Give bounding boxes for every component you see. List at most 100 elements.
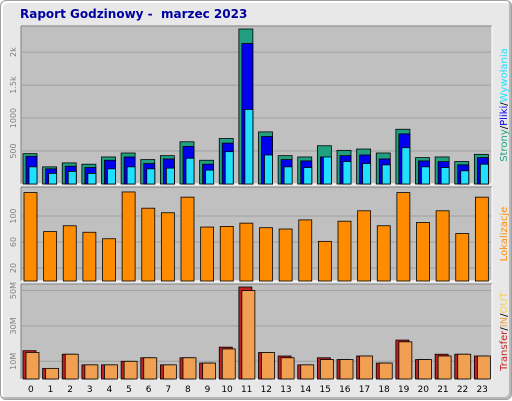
bar-lokalizacje-hour-19 xyxy=(396,192,411,282)
bar-lokalizacje-hour-2 xyxy=(62,225,77,282)
legend-label-lokalizacje: Lokalizacje xyxy=(499,207,510,262)
bar-in-hour-19 xyxy=(398,341,413,380)
bar-lokalizacje-hour-3 xyxy=(82,231,97,282)
legend-entry-sep: / xyxy=(499,313,510,317)
bar-in-hour-18 xyxy=(378,362,393,380)
bar-in-hour-14 xyxy=(300,364,315,380)
bar-lokalizacje-hour-11 xyxy=(239,222,254,282)
bar-wywolania-hour-12 xyxy=(264,154,273,185)
bar-in-hour-2 xyxy=(64,353,79,380)
legend-entry-sep: / xyxy=(499,125,510,129)
xtick-label-hour-1: 1 xyxy=(48,385,54,395)
bar-lokalizacje-hour-9 xyxy=(200,226,215,282)
bar-lokalizacje-hour-17 xyxy=(357,210,372,282)
legend-entry-sep: / xyxy=(499,102,510,106)
bar-lokalizacje-hour-20 xyxy=(416,222,430,282)
bar-lokalizacje-hour-21 xyxy=(435,210,450,282)
legend-entry-wywolania: Wywołania xyxy=(499,48,510,102)
xtick-label-hour-23: 23 xyxy=(476,385,487,395)
bar-in-hour-12 xyxy=(261,352,275,380)
chart-title: Raport Godzinowy - marzec 2023 xyxy=(20,7,248,21)
xtick-label-hour-3: 3 xyxy=(87,385,93,395)
legend-entry-pliki: Pliki xyxy=(499,106,510,126)
bar-wywolania-hour-8 xyxy=(185,157,195,185)
bar-in-hour-11 xyxy=(241,290,256,380)
ytick-label-strony-pliki-wywolania: 2k xyxy=(9,47,18,57)
xtick-label-hour-5: 5 xyxy=(126,385,132,395)
bar-lokalizacje-hour-13 xyxy=(278,228,293,282)
bar-in-hour-6 xyxy=(143,357,158,380)
xtick-label-hour-8: 8 xyxy=(185,385,191,395)
bar-lokalizacje-hour-22 xyxy=(455,233,470,282)
xtick-label-hour-13: 13 xyxy=(280,385,291,395)
plot-area-transfer xyxy=(21,284,492,379)
bar-lokalizacje-hour-14 xyxy=(298,219,313,282)
xtick-label-hour-21: 21 xyxy=(437,385,448,395)
xtick-label-hour-15: 15 xyxy=(319,385,330,395)
bar-wywolania-hour-7 xyxy=(165,167,175,185)
legend-entry-in: IN xyxy=(499,317,510,327)
plot-area-lokalizacje xyxy=(21,187,492,281)
bar-lokalizacje-hour-0 xyxy=(23,192,38,282)
legend-label-transfer: Transfer/IN/OUT xyxy=(499,291,510,372)
legend-entry-lokalizacje: Lokalizacje xyxy=(499,207,510,262)
bar-wywolania-hour-9 xyxy=(205,169,215,185)
xtick-label-hour-19: 19 xyxy=(398,385,410,395)
bar-lokalizacje-hour-6 xyxy=(141,207,156,282)
bar-in-hour-10 xyxy=(221,348,236,380)
xtick-label-hour-10: 10 xyxy=(221,385,233,395)
bar-wywolania-hour-23 xyxy=(479,163,489,185)
bar-wywolania-hour-21 xyxy=(440,167,450,185)
bar-wywolania-hour-16 xyxy=(342,161,352,185)
bar-in-hour-9 xyxy=(202,362,217,380)
bar-in-hour-8 xyxy=(182,357,197,380)
bar-lokalizacje-hour-7 xyxy=(160,212,175,282)
bar-wywolania-hour-15 xyxy=(322,156,332,185)
bar-wywolania-hour-19 xyxy=(401,147,411,185)
bar-in-hour-13 xyxy=(280,357,295,380)
ytick-label-strony-pliki-wywolania: 500 xyxy=(9,143,18,158)
bar-wywolania-hour-2 xyxy=(67,171,77,185)
bar-in-hour-16 xyxy=(339,359,354,380)
xtick-label-hour-20: 20 xyxy=(418,385,430,395)
bar-in-hour-20 xyxy=(418,359,432,380)
ytick-label-strony-pliki-wywolania: 1000 xyxy=(9,108,18,128)
bar-lokalizacje-hour-16 xyxy=(337,220,352,282)
xtick-label-hour-17: 17 xyxy=(359,385,370,395)
legend-entry-out: OUT xyxy=(499,291,510,313)
bar-wywolania-hour-14 xyxy=(303,167,313,185)
ytick-label-transfer: 10M xyxy=(9,353,18,370)
bar-wywolania-hour-22 xyxy=(460,170,470,185)
bar-lokalizacje-hour-5 xyxy=(121,191,136,282)
xtick-label-hour-18: 18 xyxy=(378,385,390,395)
legend-entry-sep: / xyxy=(499,327,510,331)
bar-in-hour-17 xyxy=(359,355,374,380)
bar-in-hour-0 xyxy=(25,352,40,380)
bar-lokalizacje-hour-23 xyxy=(474,196,489,282)
bar-lokalizacje-hour-8 xyxy=(180,196,195,282)
bar-in-hour-3 xyxy=(84,364,99,380)
ytick-label-strony-pliki-wywolania: 1.5k xyxy=(9,76,18,94)
bar-in-hour-15 xyxy=(319,359,334,380)
bar-wywolania-hour-0 xyxy=(28,166,38,185)
bar-wywolania-hour-18 xyxy=(381,164,391,185)
bar-wywolania-hour-20 xyxy=(421,166,430,185)
ytick-label-lokalizacje: 20 xyxy=(9,263,18,273)
xtick-label-hour-22: 22 xyxy=(457,385,468,395)
xtick-label-hour-16: 16 xyxy=(339,385,351,395)
bar-in-hour-5 xyxy=(123,360,138,380)
bar-wywolania-hour-4 xyxy=(107,168,116,185)
bar-in-hour-7 xyxy=(162,364,177,380)
bar-in-hour-21 xyxy=(437,355,452,380)
xtick-label-hour-9: 9 xyxy=(205,385,211,395)
xtick-label-hour-12: 12 xyxy=(261,385,272,395)
xtick-label-hour-6: 6 xyxy=(146,385,152,395)
bar-in-hour-22 xyxy=(457,353,472,380)
legend-entry-strony: Strony xyxy=(499,129,510,162)
bar-lokalizacje-hour-10 xyxy=(219,225,234,282)
bar-lokalizacje-hour-12 xyxy=(259,227,273,282)
bar-wywolania-hour-5 xyxy=(126,166,136,185)
bar-wywolania-hour-17 xyxy=(362,163,372,185)
